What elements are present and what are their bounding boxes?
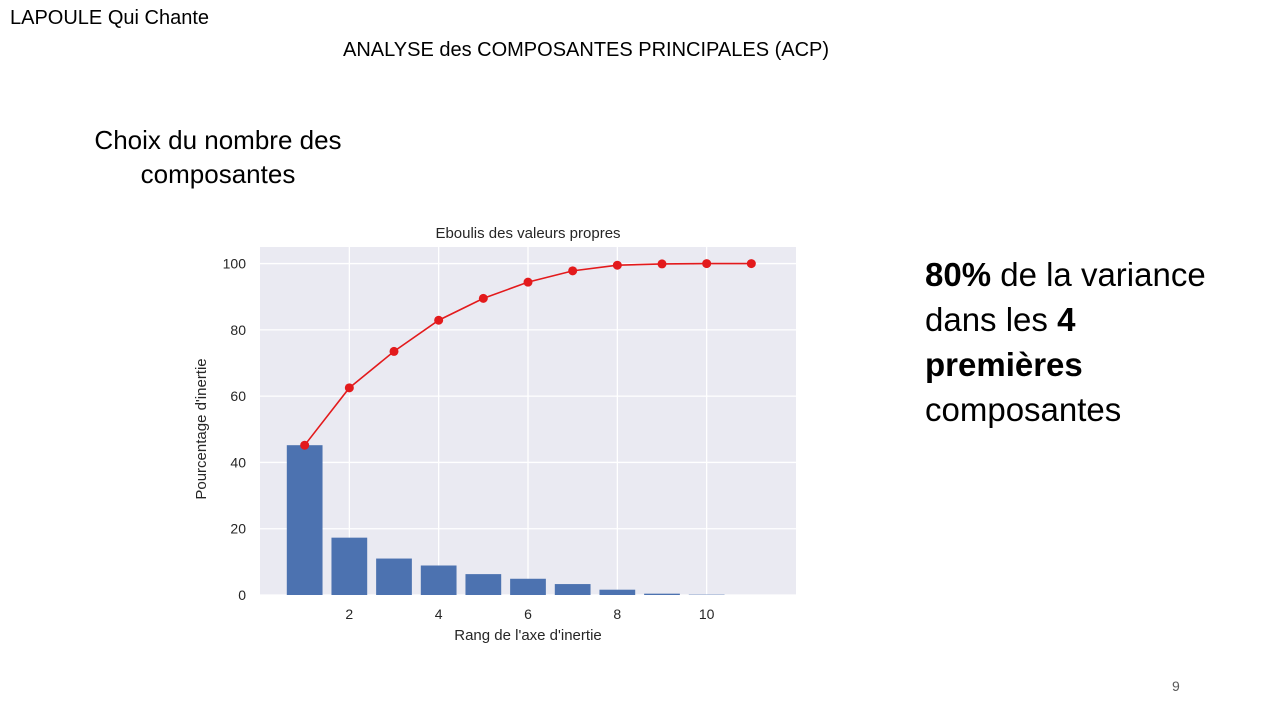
bar bbox=[554, 584, 591, 595]
callout-text: 80% de la variance dans les 4 premières … bbox=[925, 252, 1225, 432]
x-tick-label: 8 bbox=[613, 606, 621, 622]
scree-plot-chart: Eboulis des valeurs propres 0 20 40 60 80 100… bbox=[193, 225, 796, 644]
line-point bbox=[523, 277, 533, 287]
x-tick-label: 2 bbox=[345, 606, 353, 622]
callout-text-part-1: de la variance dans les bbox=[925, 256, 1206, 338]
line-point bbox=[434, 315, 444, 325]
x-tick-label: 10 bbox=[699, 606, 715, 622]
x-tick-label: 6 bbox=[524, 606, 532, 622]
axis-ticks: 0 20 40 60 80 100 2 4 6 8 10 bbox=[223, 256, 715, 622]
line-point bbox=[657, 259, 667, 269]
bar bbox=[599, 589, 636, 595]
line-point bbox=[389, 346, 399, 356]
chart-title: Eboulis des valeurs propres bbox=[435, 225, 620, 242]
bar bbox=[331, 537, 368, 595]
x-tick-label: 4 bbox=[435, 606, 443, 622]
y-tick-label: 60 bbox=[230, 388, 246, 404]
line-point bbox=[478, 293, 488, 303]
line-point bbox=[344, 383, 354, 393]
bar bbox=[376, 558, 412, 595]
page-number: 9 bbox=[1172, 678, 1180, 694]
y-tick-label: 0 bbox=[238, 587, 246, 603]
y-tick-label: 100 bbox=[223, 256, 247, 272]
line-point bbox=[702, 259, 712, 269]
bar bbox=[420, 565, 457, 595]
y-tick-label: 80 bbox=[230, 322, 246, 338]
callout-highlight-percent: 80% bbox=[925, 256, 992, 293]
y-axis-label: Pourcentage d'inertie bbox=[193, 358, 210, 499]
slide-title: ANALYSE des COMPOSANTES PRINCIPALES (ACP… bbox=[343, 39, 830, 61]
brand-label: LAPOULE Qui Chante bbox=[10, 7, 209, 29]
line-point bbox=[612, 260, 622, 270]
bar bbox=[644, 593, 680, 595]
section-subtitle: Choix du nombre des composantes bbox=[94, 125, 342, 189]
callout-highlight-components: 4 premières bbox=[925, 301, 1083, 383]
line-point bbox=[746, 259, 756, 269]
x-axis-label: Rang de l'axe d'inertie bbox=[454, 627, 602, 644]
bar bbox=[286, 445, 323, 595]
bar-series bbox=[286, 445, 725, 595]
bar bbox=[510, 578, 546, 595]
cumulative-line-series bbox=[300, 259, 756, 450]
y-tick-label: 40 bbox=[230, 454, 246, 470]
line-point bbox=[300, 440, 310, 450]
line-point bbox=[568, 266, 578, 276]
y-tick-label: 20 bbox=[230, 521, 246, 537]
callout-text-part-2: composantes bbox=[925, 391, 1122, 428]
bar bbox=[465, 574, 502, 595]
